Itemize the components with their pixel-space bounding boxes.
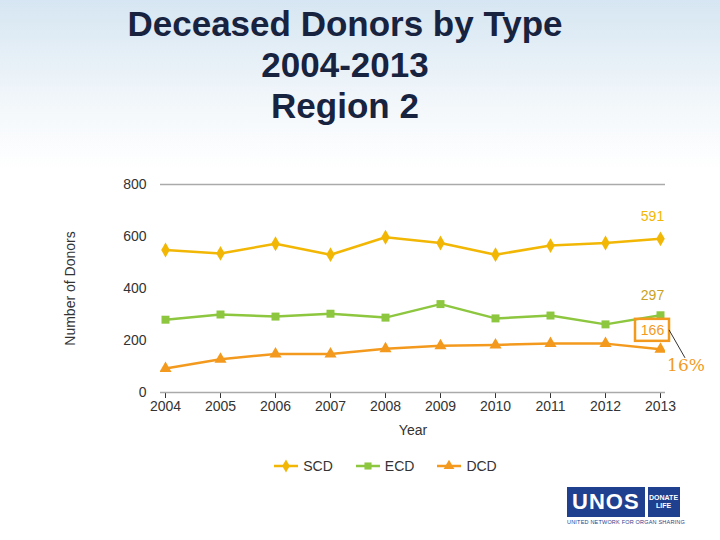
svg-text:2012: 2012 (590, 398, 621, 414)
html-text:Deceased Donors by Type 2004-2: Deceased Donors by Type 2004-2013 Region… (127, 4, 563, 125)
svg-text:591: 591 (641, 208, 665, 224)
svg-text:2004: 2004 (150, 398, 181, 414)
svg-text:2011: 2011 (535, 398, 565, 414)
svg-text:200: 200 (123, 332, 147, 348)
html-text:SCD: SCD (303, 458, 333, 474)
svg-text:2010: 2010 (480, 398, 511, 414)
html-text:ECD: ECD (384, 458, 415, 474)
svg-text:400: 400 (123, 280, 147, 296)
svg-text:2006: 2006 (260, 398, 291, 414)
html-text:UNOS: UNOS (572, 489, 640, 514)
svg-text:297: 297 (641, 287, 665, 303)
svg-text:2005: 2005 (205, 398, 236, 414)
svg-text:0: 0 (139, 384, 147, 400)
html-text:DONATE LIFE: DONATE LIFE (649, 494, 679, 509)
svg-text:800: 800 (123, 176, 147, 192)
svg-text:Number of Donors: Number of Donors (62, 231, 78, 345)
svg-text:2008: 2008 (370, 398, 401, 414)
svg-text:16%: 16% (667, 355, 705, 375)
html-text:UNITED NETWORK FOR ORGAN SHARI: UNITED NETWORK FOR ORGAN SHARING (567, 519, 685, 525)
svg-text:600: 600 (123, 228, 147, 244)
svg-text:166: 166 (641, 322, 665, 338)
svg-text:2009: 2009 (425, 398, 456, 414)
svg-text:Year: Year (399, 422, 428, 438)
svg-text:2007: 2007 (315, 398, 346, 414)
svg-text:2013: 2013 (645, 398, 676, 414)
html-text:DCD: DCD (466, 458, 497, 474)
